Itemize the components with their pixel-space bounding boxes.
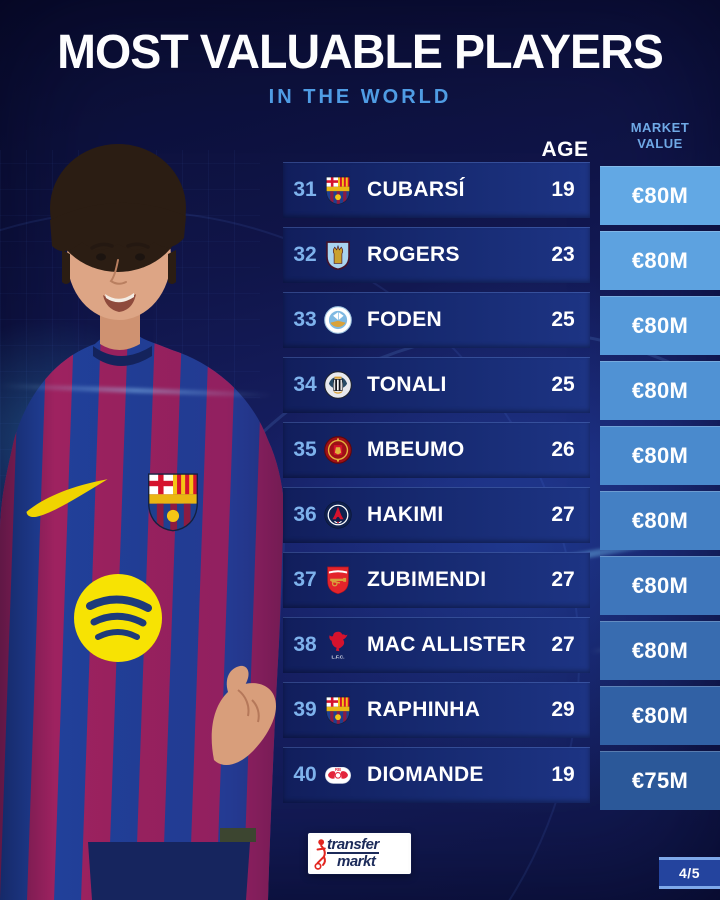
market-value-cell: €80M	[600, 556, 720, 615]
market-header-line2: VALUE	[637, 136, 683, 151]
club-badge-arsenal-icon	[323, 564, 353, 596]
club-badge-rb-leipzig-icon: RB	[323, 759, 353, 791]
club-badge-liverpool-icon: L.F.C.	[323, 629, 353, 661]
page-title: MOST VALUABLE PLAYERS	[57, 26, 664, 79]
spotify-logo-icon	[74, 574, 162, 662]
player-name: CUBARSÍ	[367, 178, 465, 201]
player-name: ROGERS	[367, 243, 460, 266]
player-photo-cubarsi	[0, 130, 300, 900]
market-header-line1: MARKET	[630, 120, 690, 135]
market-value-cell: €80M	[600, 686, 720, 745]
column-header-market-value: MARKET VALUE	[600, 120, 720, 152]
market-value-cell: €80M	[600, 621, 720, 680]
market-value-cell: €80M	[600, 361, 720, 420]
rank-label: 36	[293, 503, 317, 526]
age-value: 25	[551, 373, 575, 396]
rank-label: 35	[293, 438, 317, 461]
market-value-cell: €80M	[600, 231, 720, 290]
age-value: 29	[551, 698, 575, 721]
age-value: 27	[551, 633, 575, 656]
player-name: HAKIMI	[367, 503, 444, 526]
age-value: 19	[551, 178, 575, 201]
rank-label: 33	[293, 308, 317, 331]
column-header-age: AGE	[541, 138, 589, 161]
age-value: 26	[551, 438, 575, 461]
club-badge-fc-barcelona-icon	[323, 694, 353, 726]
rank-label: 32	[293, 243, 317, 266]
jersey-hem-tag	[220, 828, 256, 842]
age-value: 27	[551, 503, 575, 526]
player-name: TONALI	[367, 373, 447, 396]
rank-label: 31	[293, 178, 317, 201]
market-value-cell: €80M	[600, 426, 720, 485]
shorts	[88, 842, 250, 900]
page-indicator-label: 4/5	[679, 865, 700, 881]
club-badge-fc-barcelona-icon	[323, 174, 353, 206]
market-value-cell: €75M	[600, 751, 720, 810]
age-value: 23	[551, 243, 575, 266]
transfermarkt-player-icon	[313, 837, 333, 876]
table-row: 36 HAKIMI 27 €80M	[0, 487, 720, 550]
player-name: MAC ALLISTER	[367, 633, 527, 656]
transfermarkt-logo: transfer markt	[308, 833, 411, 874]
market-value-cell: €80M	[600, 296, 720, 355]
player-name: FODEN	[367, 308, 442, 331]
fc-barcelona-crest-icon	[148, 473, 198, 532]
player-hand	[211, 665, 276, 766]
club-badge-newcastle-united-icon	[323, 369, 353, 401]
player-name: MBEUMO	[367, 438, 465, 461]
jersey-collar	[93, 346, 152, 366]
table-row: 40 RB DIOMANDE 19 €75M	[0, 747, 720, 810]
nike-swoosh-icon	[26, 479, 108, 518]
club-badge-manchester-city-icon	[323, 304, 353, 336]
market-value-cell: €80M	[600, 491, 720, 550]
rank-label: 34	[293, 373, 317, 396]
club-badge-aston-villa-icon	[323, 239, 353, 271]
player-name: RAPHINHA	[367, 698, 481, 721]
age-value: 19	[551, 763, 575, 786]
club-badge-manchester-united-icon	[323, 434, 353, 466]
table-row: 35 MBEUMO 26 €80M	[0, 422, 720, 485]
age-value: 27	[551, 568, 575, 591]
player-head	[50, 144, 186, 350]
svg-text:L.F.C.: L.F.C.	[331, 654, 345, 660]
age-value: 25	[551, 308, 575, 331]
table-row: 32 ROGERS 23 €80M	[0, 227, 720, 290]
rank-label: 40	[293, 763, 317, 786]
club-badge-psg-icon	[323, 499, 353, 531]
player-name: DIOMANDE	[367, 763, 484, 786]
table-row: 33 FODEN 25 €80M	[0, 292, 720, 355]
market-value-cell: €80M	[600, 166, 720, 225]
table-row: 39 RAPHINHA 29 €80M	[0, 682, 720, 745]
table-row: 37 ZUBIMENDI 27 €80M	[0, 552, 720, 615]
transfermarkt-wordmark: transfer markt	[327, 837, 379, 869]
table-row: 31 CUBARSÍ 19 €80M	[0, 162, 720, 225]
player-name: ZUBIMENDI	[367, 568, 487, 591]
table-row: 34 TONALI 25 €80M	[0, 357, 720, 420]
table-row: 38 L.F.C. MAC ALLISTER 27 €80M	[0, 617, 720, 680]
page-indicator: 4/5	[659, 857, 720, 889]
rank-label: 39	[293, 698, 317, 721]
brand-line1: transfer	[327, 836, 379, 854]
rank-label: 38	[293, 633, 317, 656]
svg-text:RB: RB	[335, 767, 341, 772]
page-subtitle: IN THE WORLD	[268, 86, 452, 108]
brand-line2: markt	[337, 853, 376, 870]
rank-label: 37	[293, 568, 317, 591]
